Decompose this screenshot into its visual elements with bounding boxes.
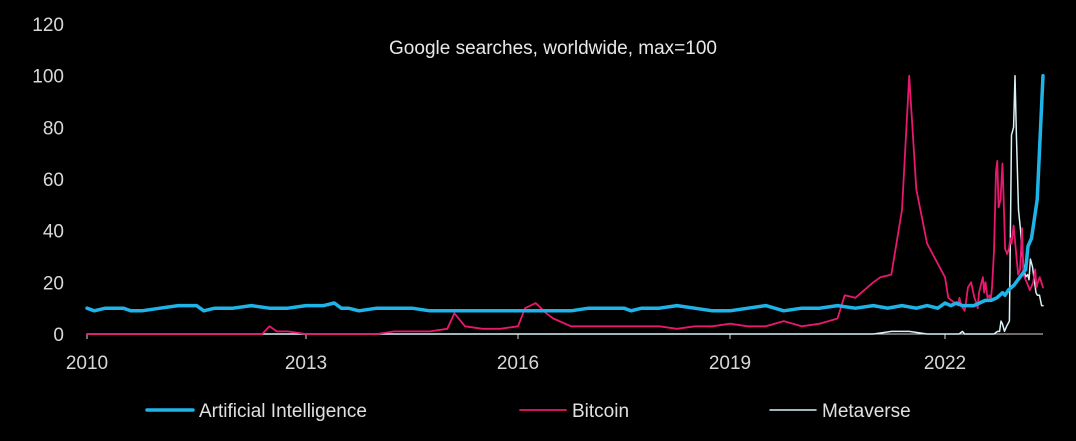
legend-label-bitcoin: Bitcoin bbox=[572, 401, 629, 422]
legend: Artificial Intelligence Bitcoin Metaverse bbox=[145, 401, 911, 422]
series-line-artificial-intelligence bbox=[85, 73, 1045, 313]
x-tick-label: 2022 bbox=[924, 353, 966, 374]
y-tick-label: 20 bbox=[43, 273, 64, 294]
x-tick-label: 2019 bbox=[709, 353, 751, 374]
y-tick-label: 100 bbox=[32, 67, 64, 88]
x-tick-label: 2016 bbox=[497, 353, 539, 374]
y-tick-label: 80 bbox=[43, 118, 64, 139]
series-lines bbox=[85, 73, 1045, 335]
x-axis-ticks: 2010 2013 2016 2019 2022 bbox=[66, 334, 966, 374]
y-tick-label: 40 bbox=[43, 222, 64, 243]
legend-label-metaverse: Metaverse bbox=[822, 401, 911, 422]
y-tick-label: 120 bbox=[32, 15, 64, 36]
x-tick-label: 2013 bbox=[285, 353, 327, 374]
x-tick-label: 2010 bbox=[66, 353, 108, 374]
series-line-bitcoin bbox=[86, 74, 1044, 335]
y-tick-label: 0 bbox=[53, 325, 64, 346]
chart-title: Google searches, worldwide, max=100 bbox=[389, 38, 717, 59]
legend-label-artificial-intelligence: Artificial Intelligence bbox=[199, 401, 367, 422]
series-line-metaverse bbox=[86, 74, 1044, 335]
y-axis-ticks: 0 20 40 60 80 100 120 bbox=[32, 15, 64, 346]
y-tick-label: 60 bbox=[43, 170, 64, 191]
